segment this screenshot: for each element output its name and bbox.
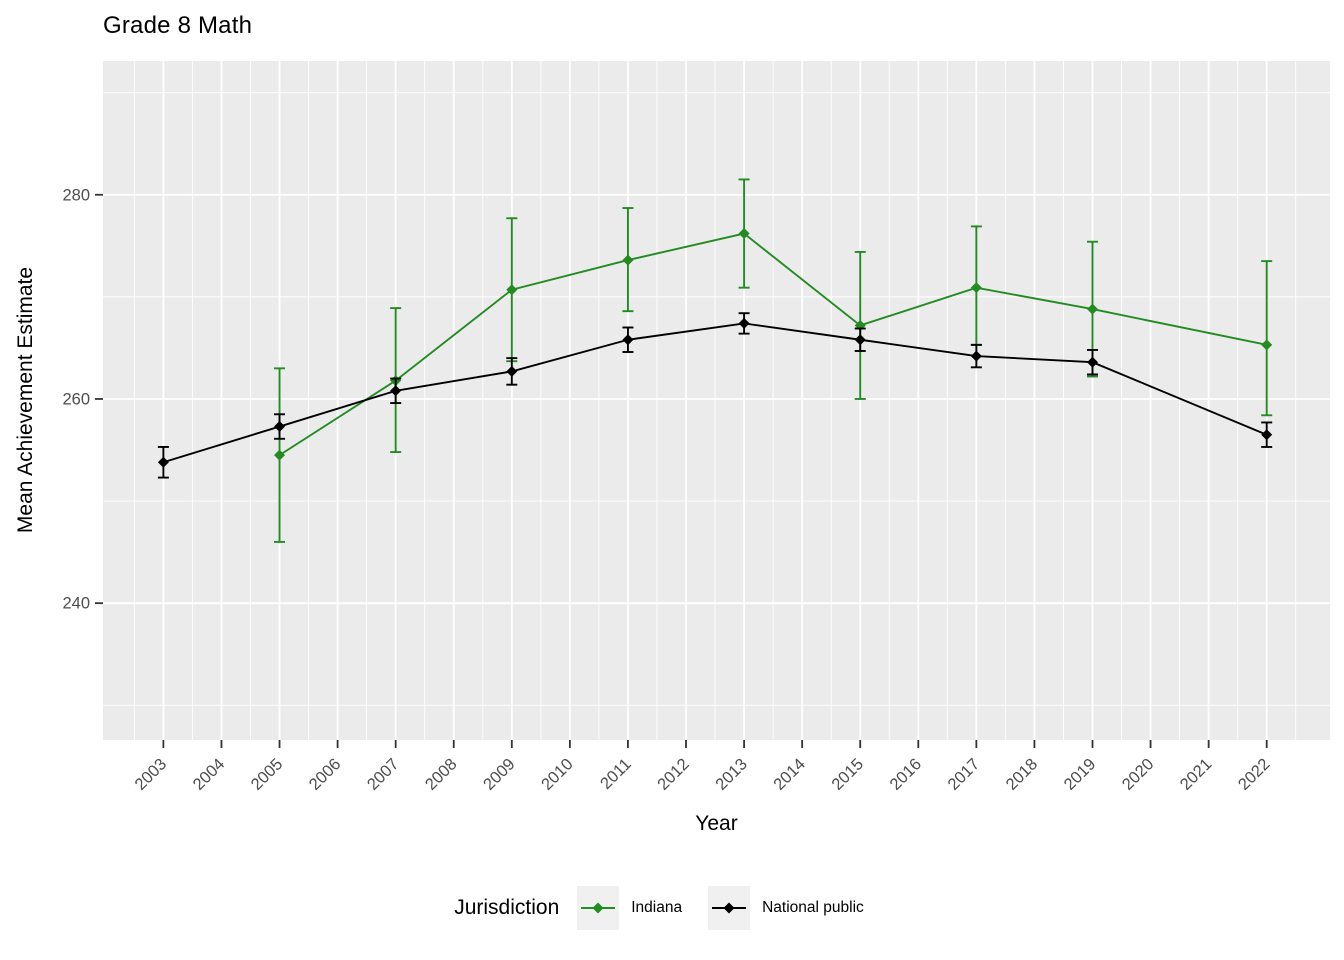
x-tick-label: 2019 xyxy=(1061,755,1100,794)
y-tick-label: 260 xyxy=(62,390,90,408)
y-tick-label: 240 xyxy=(62,595,90,613)
x-tick-label: 2012 xyxy=(654,755,693,794)
x-tick-label: 2004 xyxy=(190,755,229,794)
data-point xyxy=(622,254,634,266)
data-point xyxy=(506,284,518,296)
x-tick-label: 2011 xyxy=(597,755,635,793)
x-tick-label: 2022 xyxy=(1235,755,1274,794)
x-tick-label: 2021 xyxy=(1177,755,1216,794)
data-point xyxy=(1086,303,1098,315)
data-point xyxy=(970,282,982,294)
chart-title: Grade 8 Math xyxy=(103,12,253,39)
x-tick-label: 2010 xyxy=(538,755,577,794)
x-tick-label: 2014 xyxy=(770,755,809,794)
x-axis-title: Year xyxy=(695,812,738,835)
national-public-key-icon xyxy=(708,886,751,930)
x-tick-label: 2008 xyxy=(422,755,461,794)
legend-item-national-public: National public xyxy=(708,886,864,930)
data-point xyxy=(1261,429,1273,441)
x-tick-label: 2009 xyxy=(480,755,519,794)
data-point xyxy=(1086,356,1098,368)
data-point xyxy=(622,334,634,346)
x-tick-label: 2013 xyxy=(712,755,751,794)
legend: Jurisdiction Indiana National public xyxy=(0,882,1344,934)
x-tick-label: 2005 xyxy=(248,755,287,794)
data-point xyxy=(390,385,402,397)
x-tick-label: 2018 xyxy=(1003,755,1042,794)
data-point xyxy=(157,456,169,468)
x-tick-label: 2015 xyxy=(828,755,867,794)
y-axis-title: Mean Achievement Estimate xyxy=(14,266,37,534)
series-line xyxy=(163,322,1268,464)
data-point xyxy=(274,449,286,461)
y-tick-label: 280 xyxy=(62,186,90,204)
data-point xyxy=(970,350,982,362)
plot-area: 240 260 280 2003 2004 2005 2006 2007 2008 2009 201… xyxy=(62,61,1330,794)
x-tick-label: 2006 xyxy=(306,755,345,794)
legend-label-national-public: National public xyxy=(762,899,864,916)
data-point xyxy=(1261,339,1273,351)
data-point xyxy=(274,421,286,433)
data-point xyxy=(738,228,750,240)
x-tick-label: 2003 xyxy=(132,755,171,794)
x-tick-label: 2007 xyxy=(364,755,403,794)
x-tick-label: 2016 xyxy=(886,755,925,794)
data-point xyxy=(506,365,518,377)
indiana-key-icon xyxy=(577,886,620,930)
data-point xyxy=(854,334,866,346)
legend-item-indiana: Indiana xyxy=(577,886,682,930)
panel-background xyxy=(103,61,1330,740)
data-point xyxy=(738,317,750,329)
x-tick-label: 2017 xyxy=(944,755,983,794)
legend-title: Jurisdiction xyxy=(454,896,560,919)
x-tick-label: 2020 xyxy=(1119,755,1158,794)
legend-label-indiana: Indiana xyxy=(631,899,683,916)
